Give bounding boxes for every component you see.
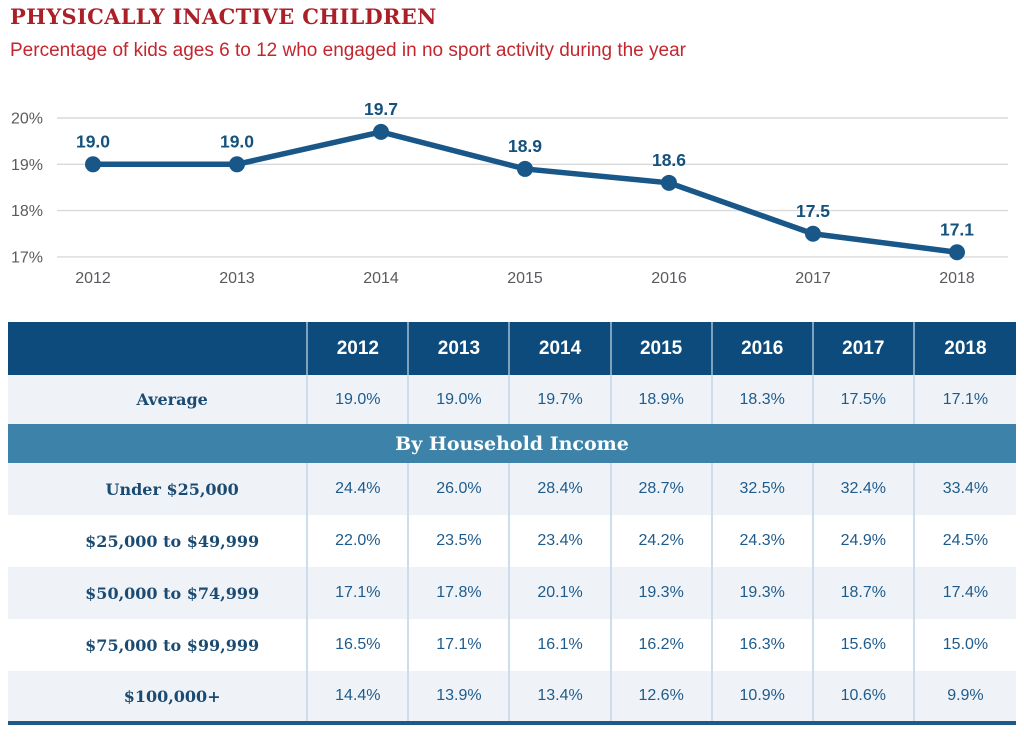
table-cell: 24.3%: [710, 515, 813, 567]
table-cell: 24.2%: [609, 515, 712, 567]
table-cell: 32.5%: [710, 463, 813, 515]
page-subtitle: Percentage of kids ages 6 to 12 who enga…: [10, 40, 686, 61]
row-label: $100,000+: [8, 671, 308, 723]
table-cell: 13.9%: [407, 671, 510, 723]
svg-text:17.5: 17.5: [796, 201, 830, 221]
row-label: $50,000 to $74,999: [8, 567, 308, 619]
table-cell: 14.4%: [306, 671, 409, 723]
table-cell: 16.1%: [508, 619, 611, 671]
row-label: Under $25,000: [8, 463, 308, 515]
table-cell: 19.0%: [407, 375, 510, 424]
table-cell: 20.1%: [508, 567, 611, 619]
table-cell: 12.6%: [609, 671, 712, 723]
table-cell: 28.7%: [609, 463, 712, 515]
svg-text:17%: 17%: [11, 249, 43, 266]
svg-text:18.6: 18.6: [652, 150, 686, 170]
table-corner-cell: [8, 322, 308, 375]
table-cell: 18.9%: [609, 375, 712, 424]
year-header: 2013: [407, 322, 510, 375]
table-cell: 24.5%: [912, 515, 1016, 567]
table-row-average: Average 19.0% 19.0% 19.7% 18.9% 18.3% 17…: [8, 375, 1016, 424]
table-cell: 17.1%: [407, 619, 510, 671]
table-cell: 15.6%: [811, 619, 914, 671]
table-cell: 23.4%: [508, 515, 611, 567]
svg-text:2014: 2014: [363, 270, 399, 287]
table-cell: 17.1%: [912, 375, 1016, 424]
table-header-row: 2012 2013 2014 2015 2016 2017 2018: [8, 322, 1016, 375]
table-cell: 15.0%: [912, 619, 1016, 671]
section-header-row: By Household Income: [8, 424, 1016, 463]
year-header: 2014: [508, 322, 611, 375]
page-title: PHYSICALLY INACTIVE CHILDREN: [10, 4, 437, 29]
svg-text:2012: 2012: [75, 270, 111, 287]
table-cell: 24.4%: [306, 463, 409, 515]
table-cell: 33.4%: [912, 463, 1016, 515]
table-cell: 17.1%: [306, 567, 409, 619]
svg-text:2013: 2013: [219, 270, 255, 287]
table-cell: 19.7%: [508, 375, 611, 424]
year-header: 2015: [609, 322, 712, 375]
svg-text:2015: 2015: [507, 270, 543, 287]
table-cell: 17.5%: [811, 375, 914, 424]
table-cell: 16.3%: [710, 619, 813, 671]
table-cell: 18.7%: [811, 567, 914, 619]
svg-text:19%: 19%: [11, 157, 43, 174]
table-cell: 22.0%: [306, 515, 409, 567]
table-cell: 17.4%: [912, 567, 1016, 619]
table-cell: 10.6%: [811, 671, 914, 723]
table-cell: 9.9%: [912, 671, 1016, 723]
table-cell: 17.8%: [407, 567, 510, 619]
svg-text:2017: 2017: [795, 270, 831, 287]
year-header: 2016: [710, 322, 813, 375]
svg-text:19.7: 19.7: [364, 99, 398, 119]
table-cell: 24.9%: [811, 515, 914, 567]
line-chart: 20% 19% 18% 17% 19.0 2012 19.0 2013 19.7 2014 18.9…: [0, 88, 1016, 300]
year-header: 2012: [306, 322, 409, 375]
table-cell: 32.4%: [811, 463, 914, 515]
row-label: Average: [8, 375, 308, 424]
table-cell: 28.4%: [508, 463, 611, 515]
svg-text:17.1: 17.1: [940, 219, 974, 239]
table-cell: 19.3%: [609, 567, 712, 619]
row-label: $75,000 to $99,999: [8, 619, 308, 671]
table-row-income-75k-99k: $75,000 to $99,999 16.5% 17.1% 16.1% 16.…: [8, 619, 1016, 671]
table-cell: 13.4%: [508, 671, 611, 723]
svg-text:19.0: 19.0: [220, 131, 254, 151]
table-cell: 23.5%: [407, 515, 510, 567]
year-header: 2018: [912, 322, 1016, 375]
svg-text:2018: 2018: [939, 270, 975, 287]
table-row-income-100k-plus: $100,000+ 14.4% 13.9% 13.4% 12.6% 10.9% …: [8, 671, 1016, 723]
svg-text:2016: 2016: [651, 270, 687, 287]
line-chart-svg: 20% 19% 18% 17% 19.0 2012 19.0 2013 19.7 2014 18.9…: [11, 99, 1008, 287]
svg-text:19.0: 19.0: [76, 131, 110, 151]
year-header: 2017: [811, 322, 914, 375]
table-cell: 16.2%: [609, 619, 712, 671]
data-table: 2012 2013 2014 2015 2016 2017 2018 Avera…: [8, 322, 1016, 725]
section-header-label: By Household Income: [8, 424, 1016, 463]
table-row-income-under-25k: Under $25,000 24.4% 26.0% 28.4% 28.7% 32…: [8, 463, 1016, 515]
table-cell: 26.0%: [407, 463, 510, 515]
table-row-income-25k-49k: $25,000 to $49,999 22.0% 23.5% 23.4% 24.…: [8, 515, 1016, 567]
svg-text:18.9: 18.9: [508, 136, 542, 156]
table-row-income-50k-74k: $50,000 to $74,999 17.1% 17.8% 20.1% 19.…: [8, 567, 1016, 619]
table-cell: 16.5%: [306, 619, 409, 671]
table-cell: 19.0%: [306, 375, 409, 424]
svg-text:20%: 20%: [11, 111, 43, 128]
table-cell: 10.9%: [710, 671, 813, 723]
table-cell: 18.3%: [710, 375, 813, 424]
table-cell: 19.3%: [710, 567, 813, 619]
svg-text:18%: 18%: [11, 203, 43, 220]
row-label: $25,000 to $49,999: [8, 515, 308, 567]
